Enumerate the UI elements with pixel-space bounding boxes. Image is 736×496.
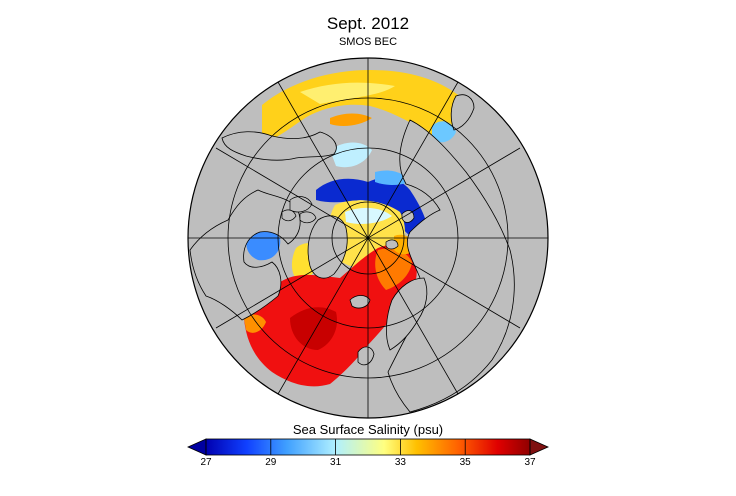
iceland-land — [349, 295, 371, 309]
colorbar-low-arrow — [187, 438, 207, 456]
colorbar-gradient — [205, 438, 531, 456]
salinity-chukchi — [330, 142, 372, 168]
colorbar-label: Sea Surface Salinity (psu) — [292, 422, 444, 437]
map-border — [187, 57, 549, 419]
colorbar-tick-label: 31 — [330, 457, 342, 468]
scandinavia-land — [386, 277, 428, 351]
salinity-atlantic-dark — [290, 307, 338, 350]
map-subtitle: SMOS BEC — [338, 36, 398, 48]
greenland-land — [307, 215, 348, 279]
canadian-islands — [281, 196, 317, 224]
graticule — [188, 58, 548, 418]
colorbar-tick-label: 37 — [524, 457, 536, 468]
colorbar-tick-label: 27 — [200, 457, 212, 468]
map-title: Sept. 2012 — [326, 14, 410, 33]
salinity-okhotsk-fresh — [432, 121, 456, 143]
polar-map — [187, 57, 549, 419]
kamchatka-land — [450, 94, 475, 131]
colorbar-tick-label: 29 — [265, 457, 277, 468]
north-america-land — [189, 189, 301, 321]
salinity-siberian-light — [375, 170, 410, 185]
eurasia-land — [387, 119, 515, 413]
salinity-pacific-light — [300, 82, 395, 104]
colorbar-tick-label: 35 — [459, 457, 471, 468]
salinity-pacific-orange — [330, 113, 372, 126]
arctic-islands — [385, 210, 415, 250]
colorbar-high-arrow — [529, 438, 549, 456]
salinity-arctic-light — [345, 207, 392, 224]
colorbar-tick-label: 33 — [394, 457, 406, 468]
british-isles-land — [357, 346, 375, 366]
